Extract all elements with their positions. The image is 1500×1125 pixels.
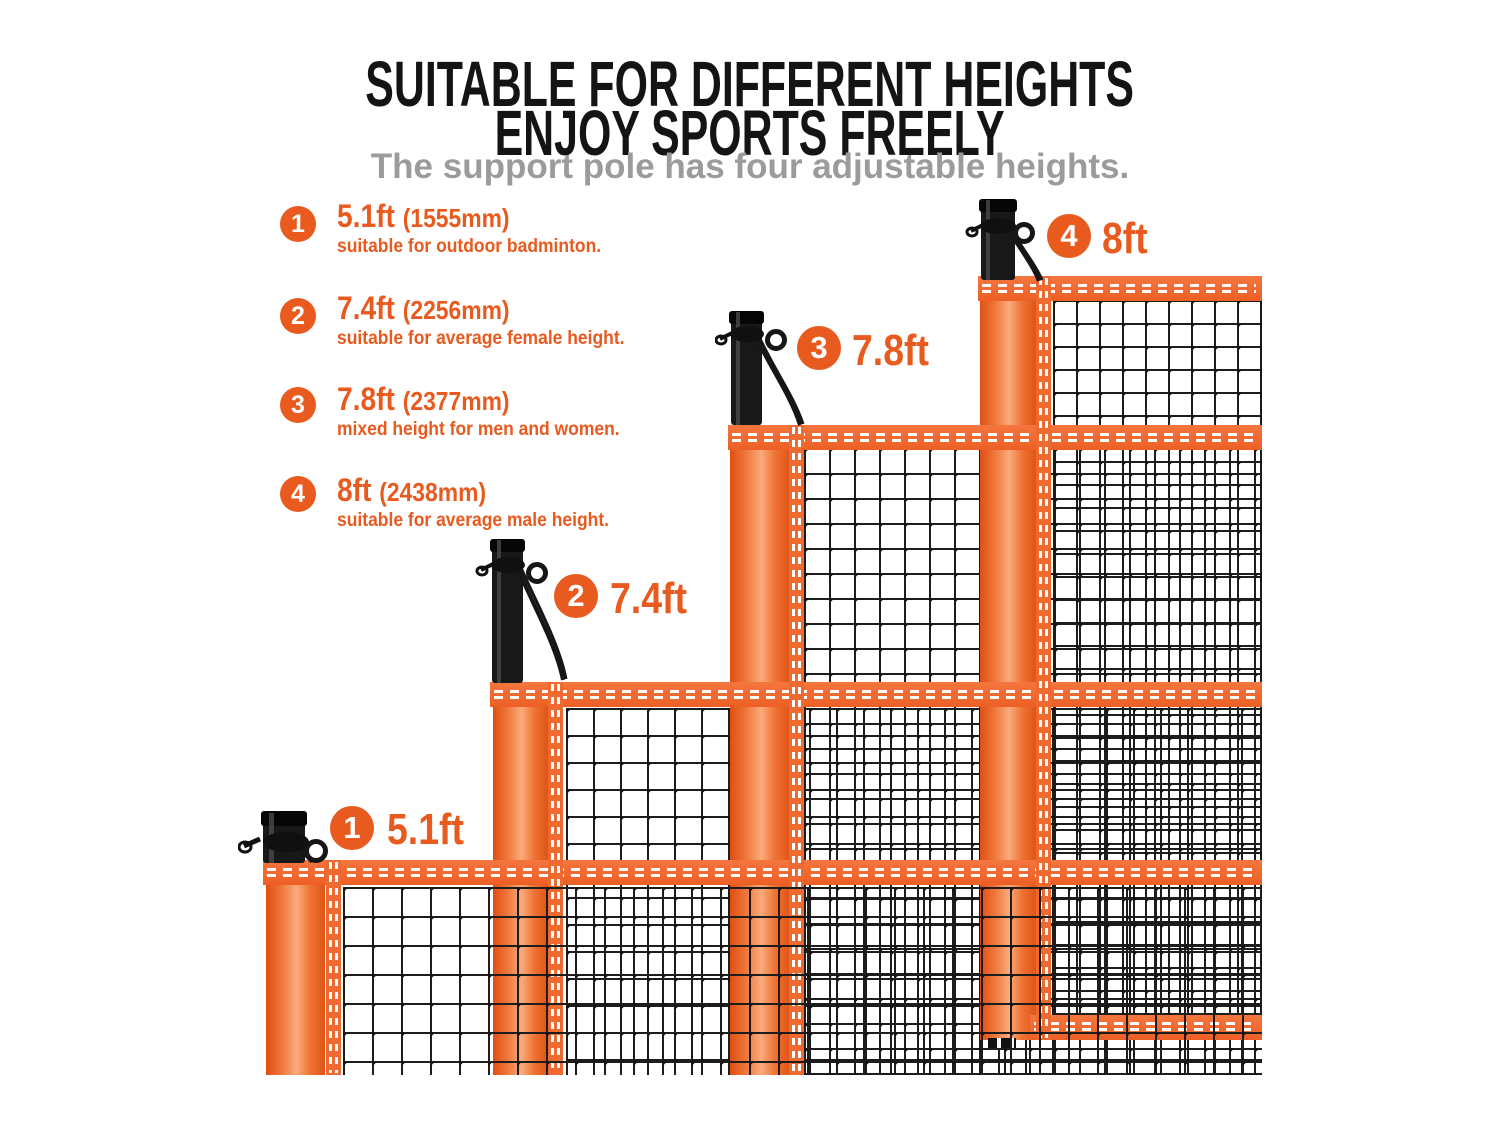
diagram-label-4: 8ft xyxy=(1102,214,1148,263)
net-1-seam-stitching xyxy=(326,860,341,1075)
diagram-badge-3: 3 xyxy=(797,326,841,370)
page-title-line-2: ENJOY SPORTS FREELY xyxy=(495,97,1005,169)
legend-item-2-desc: suitable for average female height. xyxy=(337,328,625,349)
diagram-badge-1-number: 1 xyxy=(343,810,361,845)
legend-badge-4: 4 xyxy=(280,476,316,512)
legend-item-1-desc: suitable for outdoor badminton. xyxy=(337,236,602,257)
net-3-pole-top xyxy=(715,311,805,426)
legend-badge-2: 2 xyxy=(280,298,316,334)
legend-badge-3: 3 xyxy=(280,387,316,423)
net-3-top-band xyxy=(728,425,1262,450)
diagram-badge-3-number: 3 xyxy=(810,330,828,365)
net-2-top-band xyxy=(490,682,1262,707)
net-2-pole-top xyxy=(475,539,568,683)
legend-item-1-height: 5.1ft (1555mm) xyxy=(337,198,510,234)
diagram-label-3: 7.8ft xyxy=(852,326,929,375)
diagram-badge-4: 4 xyxy=(1047,214,1091,258)
net-4-top-band xyxy=(978,276,1262,301)
diagram-label-1: 5.1ft xyxy=(387,805,464,854)
net-1-mesh xyxy=(343,887,1262,1075)
net-4-pole-top xyxy=(965,199,1044,282)
legend-badge-1: 1 xyxy=(280,206,316,242)
legend-item-4-desc: suitable for average male height. xyxy=(337,510,610,531)
diagram-badge-4-number: 4 xyxy=(1060,218,1078,253)
page-subtitle: The support pole has four adjustable hei… xyxy=(370,147,1130,186)
diagram-badge-1: 1 xyxy=(330,806,374,850)
page-title-line-1: SUITABLE FOR DIFFERENT HEIGHTS xyxy=(365,48,1135,120)
legend-item-4-height: 8ft (2438mm) xyxy=(337,472,487,508)
legend-item-3-mm: (2377mm) xyxy=(402,386,510,416)
diagram-label-2: 7.4ft xyxy=(610,574,687,623)
diagram-badge-2-number: 2 xyxy=(567,578,585,613)
legend-item-2-mm: (2256mm) xyxy=(402,295,510,325)
diagram-badge-2: 2 xyxy=(554,574,598,618)
legend-item-3-desc: mixed height for men and women. xyxy=(337,419,620,440)
net-4-seam-stitching xyxy=(1036,276,1051,1040)
legend-item-1-mm: (1555mm) xyxy=(402,203,510,233)
net-1-pole-sleeve xyxy=(266,860,325,1075)
legend-item-4-mm: (2438mm) xyxy=(379,477,487,507)
net-1-top-band xyxy=(263,860,1262,885)
legend-item-2-height: 7.4ft (2256mm) xyxy=(337,290,510,326)
net-1-pole-top xyxy=(238,811,328,864)
legend-item-3-height: 7.8ft (2377mm) xyxy=(337,381,510,417)
